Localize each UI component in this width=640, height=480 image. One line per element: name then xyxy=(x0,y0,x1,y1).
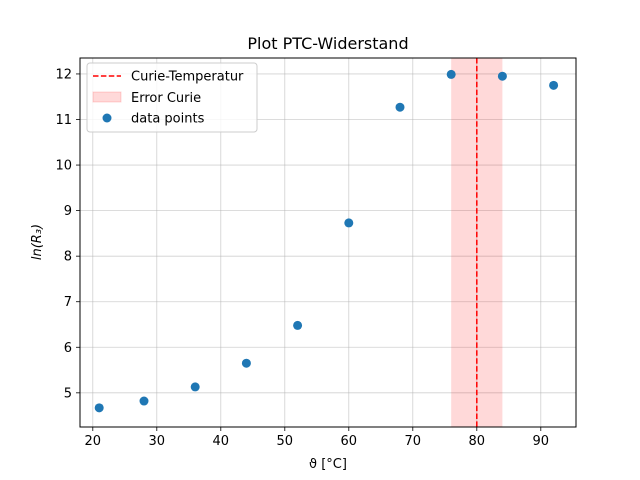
y-axis-ticks: 5 6 7 8 9 10 11 12 xyxy=(55,67,80,401)
legend-data-points-marker xyxy=(102,113,112,123)
y-tick-label: 11 xyxy=(55,113,72,128)
x-axis-ticks: 20 30 40 50 60 70 80 90 xyxy=(85,427,550,449)
x-tick-label: 30 xyxy=(149,434,166,449)
data-point xyxy=(497,71,507,81)
x-tick-label: 40 xyxy=(213,434,230,449)
y-tick-label: 5 xyxy=(64,386,72,401)
data-point xyxy=(395,102,405,112)
chart-title: Plot PTC-Widerstand xyxy=(247,34,408,53)
legend-box xyxy=(86,62,258,133)
y-tick-label: 9 xyxy=(64,204,72,219)
data-point xyxy=(293,320,303,330)
x-tick-label: 70 xyxy=(405,434,422,449)
data-point xyxy=(241,358,251,368)
plot-frame xyxy=(79,57,577,428)
y-axis-label: ln(R₃) xyxy=(30,224,45,260)
data-point xyxy=(344,218,354,228)
x-tick-label: 50 xyxy=(277,434,294,449)
data-point xyxy=(139,396,149,406)
data-points-layer xyxy=(94,69,559,413)
y-tick-label: 7 xyxy=(64,295,72,310)
legend-curie-error-label: Error Curie xyxy=(131,91,201,106)
x-tick-label: 60 xyxy=(341,434,358,449)
y-tick-label: 10 xyxy=(55,159,72,174)
x-tick-label: 80 xyxy=(469,434,486,449)
data-point xyxy=(190,382,200,392)
data-point xyxy=(94,403,104,413)
data-point xyxy=(446,69,456,79)
legend: Curie-Temperatur Error Curie data points xyxy=(86,62,258,133)
data-point xyxy=(549,80,559,90)
x-tick-label: 90 xyxy=(533,434,550,449)
y-tick-label: 6 xyxy=(64,341,72,356)
legend-curie-line-label: Curie-Temperatur xyxy=(131,70,244,85)
legend-curie-error-swatch xyxy=(92,91,122,103)
grid-lines xyxy=(80,58,576,427)
y-tick-label: 12 xyxy=(55,67,72,82)
y-tick-label: 8 xyxy=(64,250,72,265)
x-tick-label: 20 xyxy=(85,434,102,449)
x-axis-label: ϑ [°C] xyxy=(309,457,347,472)
legend-data-points-label: data points xyxy=(131,112,205,127)
